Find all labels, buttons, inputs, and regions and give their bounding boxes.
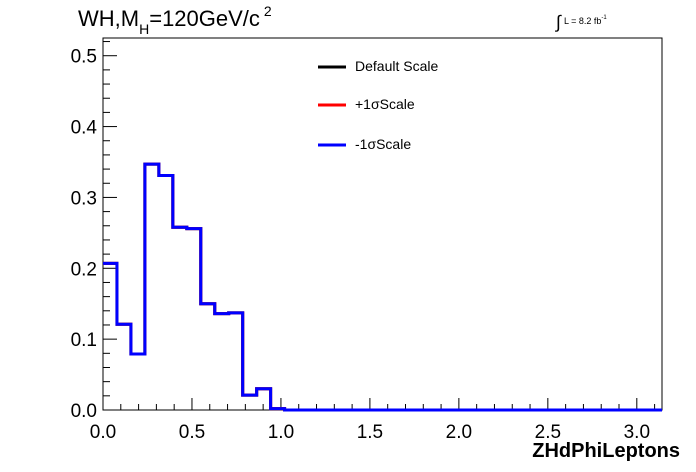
luminosity-label: ∫ L = 8.2 fb-1 bbox=[556, 8, 607, 32]
x-tick-label: 2.5 bbox=[535, 422, 561, 443]
luminosity-superscript: -1 bbox=[601, 15, 607, 21]
legend-label: Default Scale bbox=[355, 58, 439, 74]
y-tick-label: 0.1 bbox=[71, 330, 97, 351]
y-tick-label: 0.4 bbox=[71, 118, 98, 139]
title-mid: =120GeV/c bbox=[149, 6, 260, 31]
y-tick-label: 0.3 bbox=[71, 188, 97, 209]
integral-sign: ∫ bbox=[556, 12, 561, 32]
title-superscript: 2 bbox=[263, 3, 272, 19]
legend-label: +1σScale bbox=[355, 96, 415, 112]
x-tick-label: 1.0 bbox=[268, 422, 294, 443]
luminosity-text: L = 8.2 fb bbox=[563, 16, 602, 26]
x-tick-label: 0.5 bbox=[179, 422, 205, 443]
series-layer bbox=[103, 162, 662, 412]
y-tick-label: 0.5 bbox=[71, 47, 97, 68]
x-tick-label: 0.0 bbox=[90, 422, 116, 443]
histogram-series-0 bbox=[103, 162, 662, 412]
x-tick-label: 1.5 bbox=[357, 422, 383, 443]
histogram-series-1 bbox=[103, 162, 662, 412]
x-axis-title: ZHdPhiLeptons bbox=[532, 440, 680, 462]
plot-frame bbox=[102, 37, 663, 411]
histogram-series-2 bbox=[103, 162, 662, 412]
axis-ticks: 0.0 0.1 0.2 0.3 0.4 0.5 0.0 0.5 1.0 1.5 2.0 2.5 3.0 bbox=[71, 41, 656, 443]
title-subscript: H bbox=[139, 21, 150, 37]
y-tick-label: 0.0 bbox=[71, 401, 97, 422]
x-tick-label: 2.0 bbox=[446, 422, 472, 443]
title-prefix: WH,M bbox=[78, 6, 140, 31]
y-tick-label: 0.2 bbox=[71, 259, 97, 280]
x-tick-label: 3.0 bbox=[624, 422, 650, 443]
legend bbox=[318, 65, 346, 147]
legend-label: -1σScale bbox=[355, 136, 412, 152]
chart-title: WH,MH=120GeV/c 2 bbox=[78, 3, 272, 37]
